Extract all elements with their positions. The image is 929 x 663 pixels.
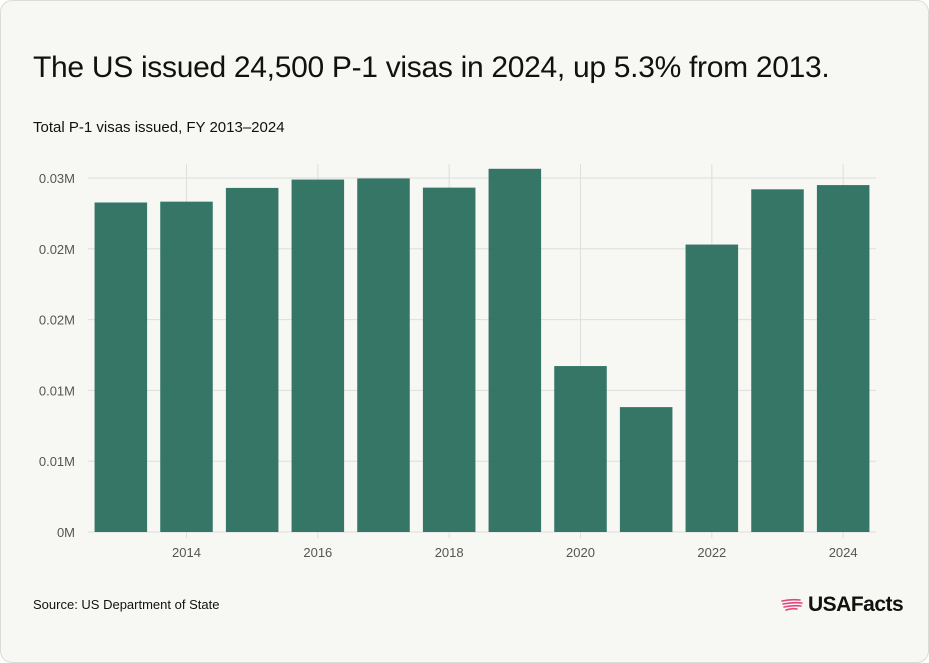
x-tick-label: 2014 (172, 545, 201, 560)
bar-2015 (225, 187, 279, 533)
usafacts-logo: USAFacts (780, 593, 904, 617)
y-tick-label: 0.02M (39, 242, 75, 257)
bar-2016 (291, 179, 345, 532)
bar-2022 (685, 244, 739, 532)
flag-stripe (781, 598, 801, 602)
bar-2021 (619, 407, 673, 532)
bar-chart: 0M 0.01M 0.01M 0.02M 0.02M 0.03M 2014 2016 2018 2… (39, 164, 876, 560)
flag-stripe (783, 604, 802, 608)
x-tick-label: 2016 (303, 545, 332, 560)
x-tick-label: 2022 (697, 545, 726, 560)
flag-stripe (785, 607, 798, 611)
y-tick-label: 0.02M (39, 313, 75, 328)
chart-title: The US issued 24,500 P-1 visas in 2024, … (33, 51, 830, 84)
bar-2017 (357, 178, 410, 532)
bar-2019 (488, 168, 542, 532)
bar-2013 (94, 202, 148, 532)
flag-stripe (782, 601, 803, 605)
y-tick-label: 0.01M (39, 383, 75, 398)
bar-2018 (422, 187, 476, 533)
x-tick-label: 2024 (829, 545, 858, 560)
brand-name: USAFacts (808, 593, 904, 616)
us-flag-map-icon (781, 598, 803, 611)
y-tick-label: 0.03M (39, 171, 75, 186)
bar-2020 (554, 366, 607, 532)
y-tick-label: 0.01M (39, 454, 75, 469)
chart-subtitle: Total P-1 visas issued, FY 2013–2024 (33, 119, 285, 136)
bar-2014 (160, 201, 213, 532)
x-tick-label: 2018 (435, 545, 464, 560)
source-note: Source: US Department of State (33, 597, 220, 612)
x-tick-label: 2020 (566, 545, 595, 560)
bar-2023 (751, 189, 804, 532)
y-tick-label: 0M (57, 525, 75, 540)
bar-2024 (816, 185, 870, 532)
